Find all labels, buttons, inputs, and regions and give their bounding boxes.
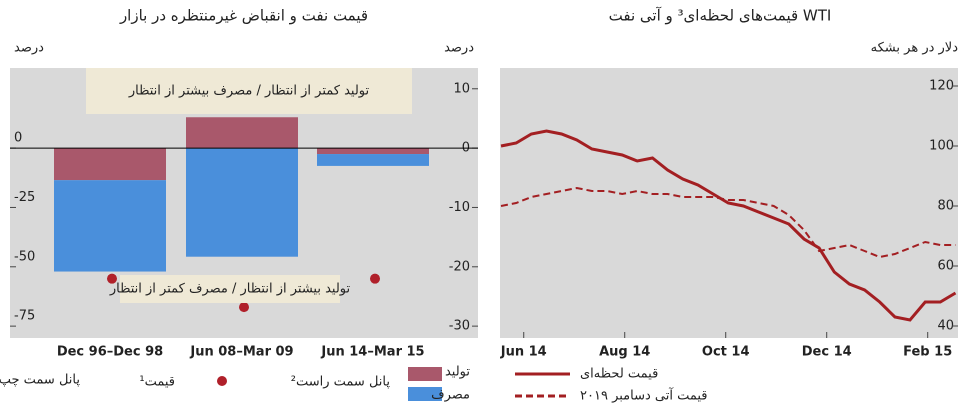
y-axis-label: درصد [14,41,44,56]
legend-label: قیمت¹ [139,375,175,390]
price-dot [107,273,117,284]
legend-label: قیمت آتی دسامبر ۲۰۱۹ [580,387,708,403]
x-tick-label: Jun 14–Mar 15 [320,345,424,360]
legend-swatch [408,387,442,401]
y-tick-label: -75 [14,309,35,324]
y-tick-label: 0 [14,131,22,146]
y-tick-label: 80 [937,199,954,214]
legend-note: پانل سمت چپ [0,373,80,388]
annotation: تولید بیشتر از انتظار / مصرف کمتر از انت… [109,282,351,297]
x-tick-label: Dec 14 [802,345,852,360]
chart-title: قیمت نفت و انقباض غیرمنتظره در بازار [119,7,368,25]
bar [54,148,166,181]
chart-title: قیمت‌های لحظه‌ای³ و آتی نفت WTI [609,7,832,25]
y-tick-label: -50 [14,249,35,264]
legend-dot [217,376,227,386]
x-tick-label: Oct 14 [702,345,750,360]
x-tick-label: Jun 08–Mar 09 [189,345,293,360]
bar [54,180,166,272]
annotation-box [86,68,412,114]
y-tick-label: 120 [929,79,954,94]
bar [317,154,429,166]
y2-axis-label: درصد [444,41,474,56]
annotation: تولید کمتر از انتظار / مصرف بیشتر از انت… [128,84,370,99]
legend-label: قیمت لحظه‌ای [580,367,658,382]
x-tick-label: Jun 14 [500,345,547,360]
price-dot [370,273,380,284]
legend-swatch [408,367,442,381]
y-axis-label: دلار در هر بشکه [871,41,959,56]
y2-tick-label: 10 [453,81,470,96]
line-series [500,129,957,322]
y-tick-label: 100 [929,139,954,154]
bar [186,117,298,149]
x-tick-label: Aug 14 [599,345,650,360]
y-tick-label: 40 [937,319,954,334]
y-tick-label: 60 [937,259,954,274]
x-tick-label: Dec 96–Dec 98 [57,345,163,360]
y2-tick-label: -30 [449,319,470,334]
legend-note: پانل سمت راست² [291,375,391,390]
bar [317,148,429,155]
price-dot [239,302,249,313]
y2-tick-label: -20 [449,259,470,274]
x-tick-label: Feb 15 [903,345,952,360]
bar [186,148,298,257]
annotation-box [120,275,340,303]
line-series [500,186,956,259]
y2-tick-label: -10 [449,200,470,215]
y-tick-label: -25 [14,190,35,205]
legend-label: مصرف [431,388,470,403]
legend-label: تولید [445,365,470,380]
